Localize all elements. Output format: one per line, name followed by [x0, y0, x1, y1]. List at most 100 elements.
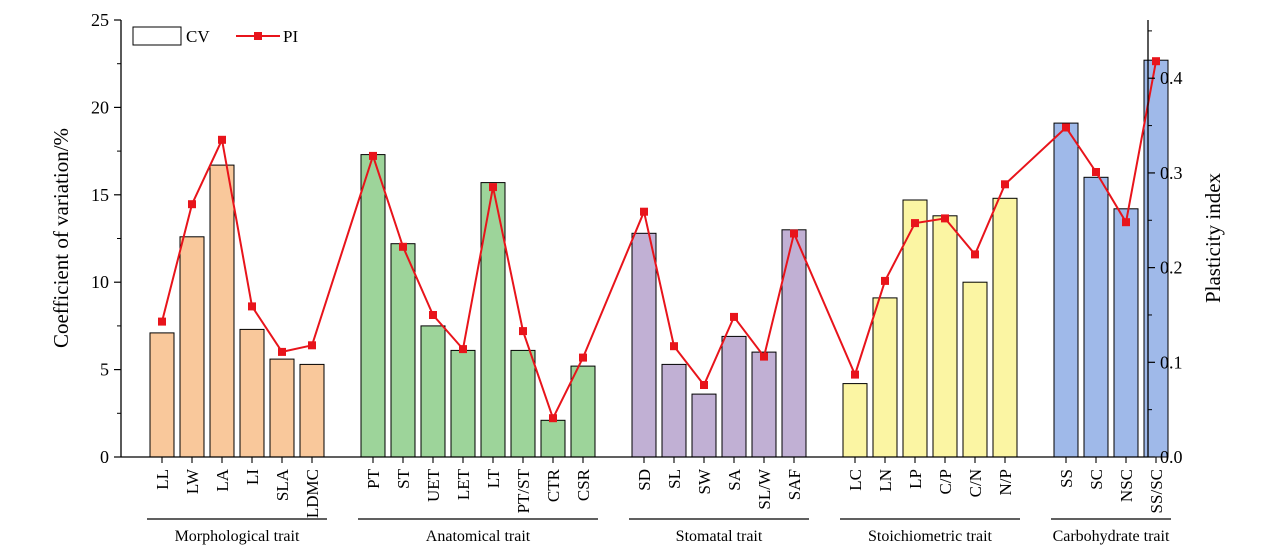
- cv-bar-ldmc: [299, 363, 325, 458]
- x-tick-label: SW: [695, 468, 714, 494]
- x-tick-label: SL: [665, 469, 684, 489]
- cv-bar-let: [450, 349, 476, 458]
- pi-point-c-p: [941, 214, 949, 223]
- pi-line-layer: [158, 57, 1160, 423]
- y-tick-label: 5: [100, 360, 109, 380]
- cv-bar-sd: [631, 232, 657, 458]
- pi-point-lw: [188, 200, 196, 209]
- pi-point-ll: [158, 317, 166, 326]
- x-tick-label: LW: [183, 468, 202, 494]
- pi-point-sa: [730, 312, 738, 321]
- pi-point-pt: [369, 151, 377, 160]
- pi-point-ctr: [549, 414, 557, 423]
- pi-point-lc: [851, 370, 859, 379]
- y2-axis-title: Plasticity index: [1201, 172, 1225, 303]
- pi-point-lt: [489, 183, 497, 192]
- x-tick-label: CTR: [544, 468, 563, 502]
- pi-point-sl: [670, 342, 678, 351]
- x-tick-label: LI: [243, 469, 262, 485]
- pi-point-let: [459, 345, 467, 354]
- pi-point-sl-w: [760, 352, 768, 361]
- cv-bar-n-p: [992, 197, 1018, 458]
- y2-tick-label: 0.0: [1160, 447, 1183, 467]
- cv-bar-ctr: [540, 419, 566, 458]
- legend-pi-marker: [254, 32, 262, 40]
- legend: CV PI: [132, 26, 298, 46]
- x-tick-label: UET: [424, 468, 443, 502]
- pi-point-saf: [790, 229, 798, 238]
- pi-point-lp: [911, 219, 919, 228]
- x-tick-label: LC: [846, 469, 865, 491]
- group-label: Anatomical trait: [426, 528, 531, 545]
- x-tick-label: SD: [635, 469, 654, 491]
- pi-point-li: [248, 302, 256, 311]
- pi-point-pt-st: [519, 327, 527, 336]
- cv-bar-ll: [149, 332, 175, 458]
- pi-point-sla: [278, 347, 286, 356]
- x-tick-label: LN: [876, 469, 895, 492]
- pi-point-sc: [1092, 168, 1100, 176]
- y-tick-label: 20: [91, 97, 109, 117]
- legend-pi-label: PI: [283, 27, 298, 46]
- x-tick-label: N/P: [996, 469, 1015, 495]
- cv-bar-sla: [269, 358, 295, 458]
- cv-bar-ln: [872, 297, 898, 458]
- y-tick-label: 15: [91, 185, 109, 205]
- cv-bar-nsc: [1113, 208, 1139, 458]
- cv-bar-csr: [570, 365, 596, 458]
- cv-bar-c-p: [932, 215, 958, 458]
- y2-tick-label: 0.3: [1160, 163, 1183, 183]
- y-axis-title: Coefficient of variation/%: [49, 128, 73, 348]
- x-tick-label: LDMC: [303, 469, 322, 518]
- cv-bar-sl-w: [751, 351, 777, 458]
- pi-point-ln: [881, 276, 889, 285]
- pi-point-sw: [700, 381, 708, 389]
- legend-cv-label: CV: [186, 27, 210, 46]
- cv-bar-uet: [420, 325, 446, 458]
- y2-tick-label: 0.1: [1160, 352, 1183, 372]
- cv-bar-pt-st: [510, 349, 536, 458]
- x-tick-label: SAF: [785, 469, 804, 500]
- y2-tick-label: 0.2: [1160, 258, 1183, 278]
- pi-point-c-n: [971, 250, 979, 259]
- x-tick-label: ST: [394, 468, 413, 488]
- cv-bar-sa: [721, 335, 747, 458]
- bars-layer: [149, 59, 1169, 458]
- pi-point-sd: [640, 207, 648, 216]
- group-label: Stomatal trait: [676, 528, 763, 545]
- x-tick-label: LA: [213, 468, 232, 491]
- pi-series-line: [161, 61, 1157, 421]
- group-label: Morphological trait: [175, 528, 300, 545]
- x-tick-label: NSC: [1117, 469, 1136, 502]
- x-tick-label: SC: [1087, 469, 1106, 490]
- pi-point-uet: [429, 311, 437, 319]
- pi-point-ldmc: [308, 341, 316, 350]
- cv-bar-lw: [179, 236, 205, 458]
- pi-point-st: [399, 242, 407, 251]
- y-tick-label: 25: [91, 10, 109, 30]
- x-tick-label: CSR: [574, 468, 593, 501]
- cv-bar-c-n: [962, 281, 988, 458]
- x-tick-label: LP: [906, 469, 925, 489]
- x-tick-label: SS/SC: [1147, 469, 1166, 513]
- x-tick-label: LET: [454, 468, 473, 500]
- cv-bar-ss: [1053, 122, 1079, 458]
- pi-point-la: [218, 135, 226, 144]
- y2-tick-label: 0.4: [1160, 68, 1183, 88]
- cv-bar-st: [390, 243, 416, 458]
- group-label: Stoichiometric trait: [868, 528, 993, 545]
- cv-bar-pt: [360, 154, 386, 458]
- x-tick-label: PT/ST: [514, 468, 533, 513]
- cv-bar-la: [209, 164, 235, 458]
- x-tick-label: SS: [1057, 469, 1076, 488]
- cv-bar-sc: [1083, 176, 1109, 458]
- x-tick-label: PT: [364, 468, 383, 488]
- cv-bar-sw: [691, 393, 717, 458]
- pi-point-csr: [579, 353, 587, 362]
- x-tick-label: C/N: [966, 469, 985, 497]
- legend-cv-swatch: [132, 26, 182, 46]
- x-tick-label: C/P: [936, 469, 955, 495]
- cv-bar-li: [239, 328, 265, 458]
- pi-point-nsc: [1122, 218, 1130, 227]
